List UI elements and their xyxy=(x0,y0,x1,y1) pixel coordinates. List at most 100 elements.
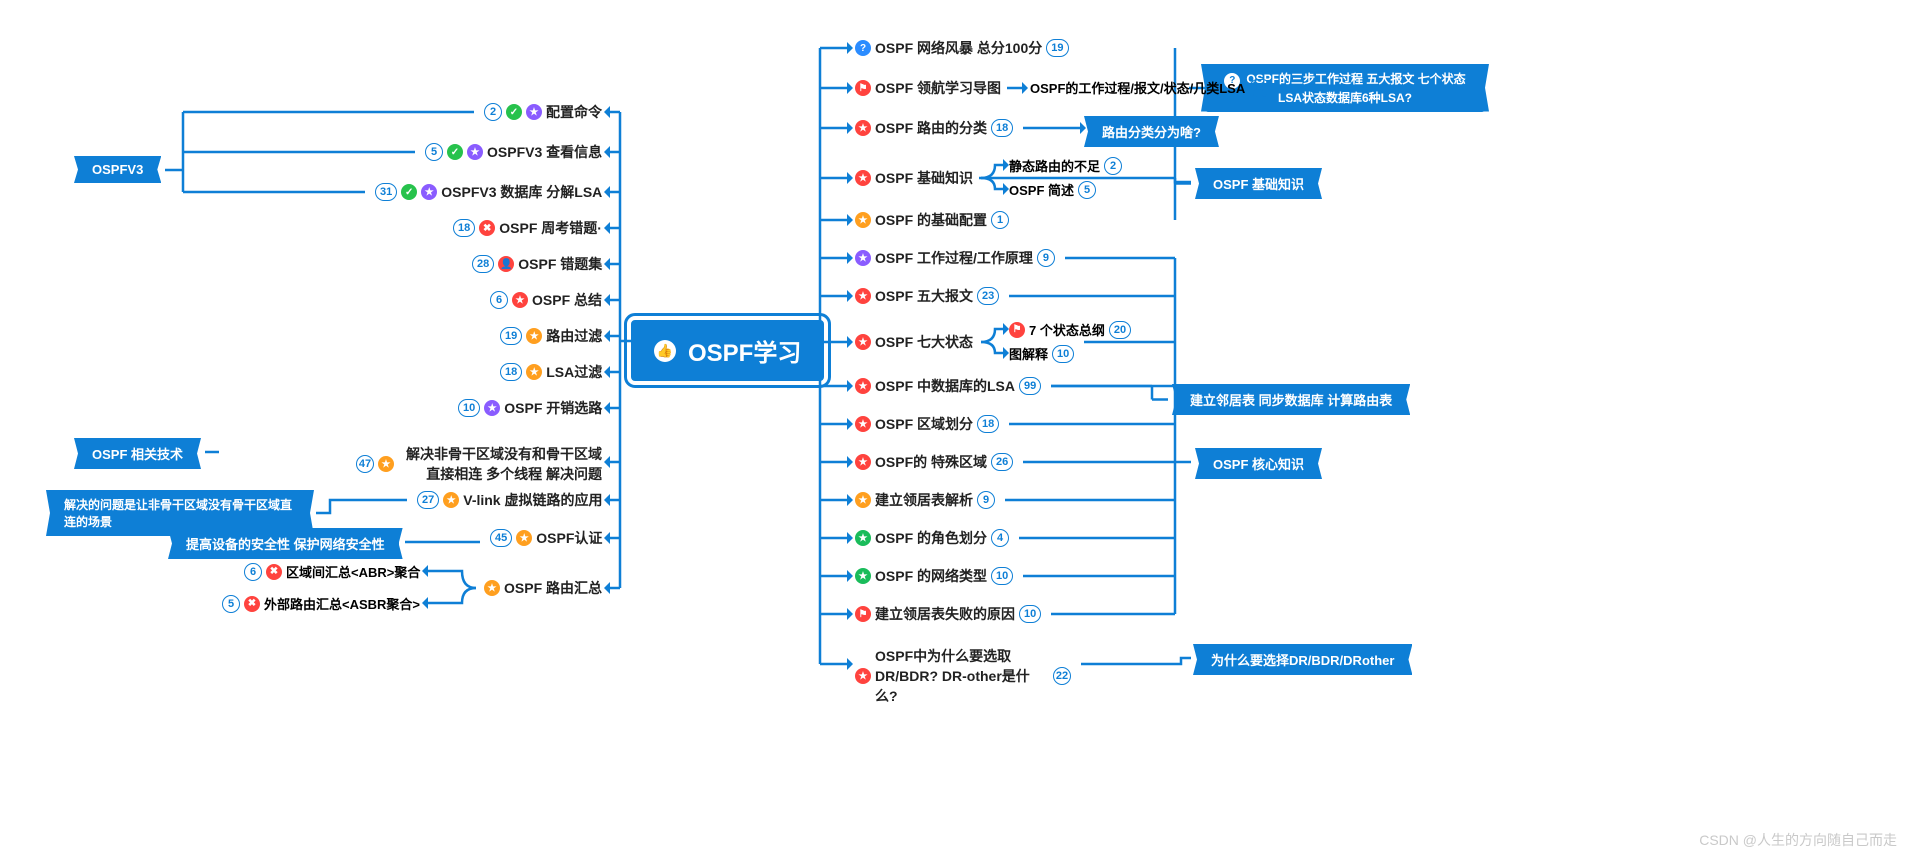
node-l9[interactable]: 10★OSPF 开销选路 xyxy=(454,398,602,418)
node-label: OSPF 基础知识 xyxy=(875,168,973,188)
count-badge: 9 xyxy=(977,491,995,509)
node-label: OSPF 的角色划分 xyxy=(875,528,987,548)
subnode-r8-0[interactable]: ⚑7 个状态总纲20 xyxy=(1009,320,1135,339)
node-r6[interactable]: ★OSPF 工作过程/工作原理9 xyxy=(855,248,1059,268)
root-node[interactable]: 👍OSPF学习 xyxy=(631,320,824,381)
count-badge: 10 xyxy=(991,567,1013,585)
node-r9[interactable]: ★OSPF 中数据库的LSA99 xyxy=(855,376,1045,396)
node-r7[interactable]: ★OSPF 五大报文23 xyxy=(855,286,1003,306)
subnode-r4-1[interactable]: OSPF 简述5 xyxy=(1009,180,1100,199)
node-label: OSPF 区域划分 xyxy=(875,414,973,434)
star-icon: ★ xyxy=(855,288,871,304)
star-icon: ★ xyxy=(855,568,871,584)
star-icon: ★ xyxy=(526,328,542,344)
node-r15[interactable]: ⚑建立领居表失败的原因10 xyxy=(855,604,1045,624)
node-r16[interactable]: ★OSPF中为什么要选取DR/BDR? DR-other是什么?22 xyxy=(855,646,1075,706)
watermark: CSDN @人生的方向随自己而走 xyxy=(1699,830,1897,850)
star-icon: ★ xyxy=(526,104,542,120)
node-label: OSPF 网络风暴 总分100分 xyxy=(875,38,1042,58)
count-badge: 22 xyxy=(1053,667,1071,685)
node-r12[interactable]: ★建立领居表解析9 xyxy=(855,490,999,510)
star-icon: ★ xyxy=(855,668,871,684)
node-label: OSPF的 特殊区域 xyxy=(875,452,987,472)
node-r10[interactable]: ★OSPF 区域划分18 xyxy=(855,414,1003,434)
node-r13[interactable]: ★OSPF 的角色划分4 xyxy=(855,528,1013,548)
subnode-label: OSPF 简述 xyxy=(1009,180,1074,199)
user-icon: 👤 xyxy=(498,256,514,272)
star-icon: ★ xyxy=(467,144,483,160)
node-label: OSPF 领航学习导图 xyxy=(875,78,1001,98)
subnode-r4-0[interactable]: 静态路由的不足2 xyxy=(1009,156,1126,175)
count-badge: 2 xyxy=(484,103,502,121)
node-r5[interactable]: ★OSPF 的基础配置1 xyxy=(855,210,1013,230)
star-icon: ★ xyxy=(855,378,871,394)
count-badge: 99 xyxy=(1019,377,1041,395)
node-l7[interactable]: 19★路由过滤 xyxy=(496,326,602,346)
count-badge: 6 xyxy=(490,291,508,309)
error-icon: ✖ xyxy=(479,220,495,236)
star-icon: ★ xyxy=(855,416,871,432)
count-badge: 45 xyxy=(490,529,512,547)
node-label: OSPF 的基础配置 xyxy=(875,210,987,230)
node-l8[interactable]: 18★LSA过滤 xyxy=(496,362,602,382)
node-label: OSPF 错题集 xyxy=(518,254,602,274)
node-r8[interactable]: ★OSPF 七大状态 xyxy=(855,332,973,352)
node-r11[interactable]: ★OSPF的 特殊区域26 xyxy=(855,452,1017,472)
star-icon: ★ xyxy=(855,492,871,508)
ribbon-rb-auth[interactable]: 提高设备的安全性 保护网络安全性 xyxy=(172,528,399,559)
ribbon-rb-basic[interactable]: OSPF 基础知识 xyxy=(1199,168,1318,199)
node-l1[interactable]: 2✓★配置命令 xyxy=(480,102,602,122)
error-icon: ✖ xyxy=(266,564,282,580)
node-l5[interactable]: 28👤OSPF 错题集 xyxy=(468,254,602,274)
node-l10[interactable]: 47★解决非骨干区域没有和骨干区域直接相连 多个线程 解决问题 xyxy=(352,444,602,484)
question-icon: ? xyxy=(855,40,871,56)
ribbon-rb-q[interactable]: 路由分类分为啥? xyxy=(1088,116,1215,147)
subnode-label: 外部路由汇总<ASBR聚合> xyxy=(264,594,420,613)
subnode-ls2[interactable]: 5✖外部路由汇总<ASBR聚合> xyxy=(218,594,420,613)
star-icon: ★ xyxy=(855,120,871,136)
subnode-ls1[interactable]: 6✖区域间汇总<ABR>聚合 xyxy=(240,562,420,581)
error-icon: ✖ xyxy=(244,596,260,612)
node-l6[interactable]: 6★OSPF 总结 xyxy=(486,290,602,310)
subnode-label: 图解释 xyxy=(1009,344,1048,363)
subnode-r8-1[interactable]: 图解释10 xyxy=(1009,344,1078,363)
subnode-label: 7 个状态总纲 xyxy=(1029,320,1105,339)
star-icon: ★ xyxy=(855,530,871,546)
ribbon-label: OSPF 相关技术 xyxy=(92,447,183,462)
flag-icon: ⚑ xyxy=(1009,322,1025,338)
node-label: OSPF认证 xyxy=(536,528,602,548)
node-l13[interactable]: ★OSPF 路由汇总 xyxy=(484,578,602,598)
star-icon: ★ xyxy=(484,580,500,596)
subnode-label: 区域间汇总<ABR>聚合 xyxy=(286,562,420,581)
node-l3[interactable]: 31✓★OSPFV3 数据库 分解LSA xyxy=(371,182,602,202)
star-icon: ★ xyxy=(484,400,500,416)
star-icon: ★ xyxy=(512,292,528,308)
node-r14[interactable]: ★OSPF 的网络类型10 xyxy=(855,566,1017,586)
node-label: V-link 虚拟链路的应用 xyxy=(463,490,602,510)
count-badge: 26 xyxy=(991,453,1013,471)
ribbon-rb-core[interactable]: OSPF 核心知识 xyxy=(1199,448,1318,479)
node-l11[interactable]: 27★V-link 虚拟链路的应用 xyxy=(413,490,602,510)
node-label: OSPF 开销选路 xyxy=(504,398,602,418)
ribbon-rb-dr[interactable]: 为什么要选择DR/BDR/DRother xyxy=(1197,644,1408,675)
node-l12[interactable]: 45★OSPF认证 xyxy=(486,528,602,548)
node-l4[interactable]: 18✖OSPF 周考错题· xyxy=(449,218,602,238)
ribbon-rb-neighbor[interactable]: 建立邻居表 同步数据库 计算路由表 xyxy=(1176,384,1406,415)
node-r2[interactable]: ⚑OSPF 领航学习导图 xyxy=(855,78,1001,98)
node-r1[interactable]: ?OSPF 网络风暴 总分100分19 xyxy=(855,38,1073,58)
node-label: LSA过滤 xyxy=(546,362,602,382)
ribbon-rb-ospfv3[interactable]: OSPFV3 xyxy=(78,156,157,183)
node-label: 路由过滤 xyxy=(546,326,602,346)
node-label: OSPF 中数据库的LSA xyxy=(875,376,1015,396)
count-badge: 5 xyxy=(1078,181,1096,199)
node-l2[interactable]: 5✓★OSPFV3 查看信息 xyxy=(421,142,602,162)
star-icon: ★ xyxy=(855,212,871,228)
star-icon: ★ xyxy=(526,364,542,380)
node-r3[interactable]: ★ OSPF 路由的分类18 xyxy=(855,118,1017,138)
subnode-r2[interactable]: OSPF的工作过程/报文/状态/几类LSA15 xyxy=(1030,78,1275,97)
count-badge: 4 xyxy=(991,529,1009,547)
node-label: OSPF 路由汇总 xyxy=(504,578,602,598)
ribbon-rb-related[interactable]: OSPF 相关技术 xyxy=(78,438,197,469)
node-r4[interactable]: ★OSPF 基础知识 xyxy=(855,168,973,188)
ribbon-label: OSPF 基础知识 xyxy=(1213,177,1304,192)
